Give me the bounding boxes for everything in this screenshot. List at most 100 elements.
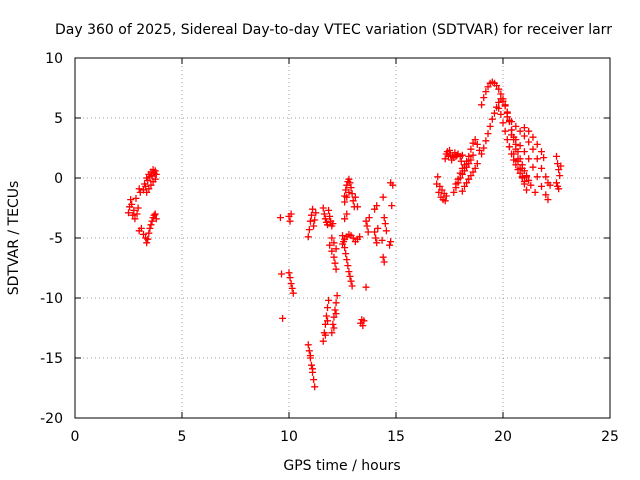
data-point (529, 133, 537, 141)
data-point (346, 272, 354, 280)
data-point (129, 211, 137, 219)
data-point (346, 179, 354, 187)
data-point (501, 102, 509, 110)
data-point (311, 383, 319, 391)
data-point (127, 196, 135, 204)
data-point (133, 210, 141, 218)
x-tick-label: 15 (387, 429, 405, 445)
data-point (326, 241, 334, 249)
data-point (357, 319, 365, 327)
data-point (331, 259, 339, 267)
data-point (446, 146, 453, 154)
data-point (324, 304, 332, 312)
y-tick-label: -10 (40, 291, 63, 307)
data-point (450, 188, 458, 196)
data-point (516, 127, 524, 135)
data-point (339, 240, 346, 248)
data-point (311, 216, 319, 224)
data-point (460, 161, 468, 169)
data-point (373, 202, 381, 210)
data-point (542, 173, 550, 181)
data-point (529, 145, 537, 153)
data-point (347, 277, 355, 285)
data-point (132, 194, 140, 202)
data-point (345, 188, 353, 196)
data-point (508, 131, 516, 139)
x-tick-label: 25 (601, 429, 619, 445)
data-point (363, 222, 371, 230)
data-point (556, 172, 564, 180)
data-point (341, 215, 349, 223)
data-point (330, 253, 338, 261)
data-point (482, 88, 490, 96)
data-point (380, 258, 388, 266)
data-point (540, 154, 548, 162)
data-point (456, 169, 464, 177)
data-point (349, 234, 357, 242)
data-point (510, 150, 518, 158)
data-point (330, 324, 338, 332)
data-point (516, 142, 524, 150)
data-point (152, 170, 160, 178)
data-point (542, 191, 550, 199)
y-tick-label: 0 (54, 171, 63, 187)
data-point (557, 162, 565, 170)
data-point (353, 203, 361, 211)
data-point (516, 169, 524, 177)
data-point (467, 172, 475, 180)
data-point (531, 188, 539, 196)
data-point (371, 228, 379, 236)
data-point (151, 167, 159, 175)
data-point (371, 205, 379, 213)
data-point (436, 182, 444, 190)
data-point (387, 238, 395, 246)
data-point (321, 215, 329, 223)
data-point (525, 138, 533, 146)
data-point (351, 193, 359, 201)
data-point (312, 209, 320, 217)
data-point (304, 341, 312, 349)
data-point (538, 182, 546, 190)
data-point (520, 148, 528, 156)
data-point (473, 140, 481, 148)
data-point (503, 136, 511, 144)
data-point (343, 193, 351, 201)
data-point (482, 137, 490, 145)
y-tick-label: 10 (45, 51, 63, 67)
x-tick-label: 20 (494, 429, 512, 445)
data-point (145, 229, 153, 237)
data-point (146, 224, 154, 232)
data-point (287, 280, 295, 288)
x-tick-label: 5 (178, 429, 187, 445)
data-point (329, 220, 337, 228)
data-point (134, 204, 142, 212)
data-point (520, 132, 528, 140)
data-point (484, 83, 492, 91)
data-point (347, 184, 355, 192)
data-point (458, 151, 466, 159)
data-points (125, 78, 565, 391)
data-point (386, 241, 394, 249)
data-point (525, 155, 533, 163)
data-point (460, 182, 468, 190)
data-point (505, 143, 513, 151)
data-point (331, 306, 339, 314)
data-point (480, 94, 488, 102)
x-tick-label: 10 (280, 429, 298, 445)
data-point (478, 150, 486, 158)
data-point (499, 97, 507, 105)
data-point (286, 274, 294, 282)
data-point (471, 136, 479, 144)
data-point (147, 221, 155, 229)
data-point (463, 179, 471, 187)
data-point (458, 164, 466, 172)
data-point (478, 101, 486, 109)
data-point (329, 320, 337, 328)
data-point (493, 82, 501, 90)
data-point (139, 230, 147, 238)
y-tick-label: -15 (40, 351, 63, 367)
data-point (518, 164, 526, 172)
data-point (512, 122, 520, 130)
data-point (148, 217, 156, 225)
data-point (467, 145, 475, 153)
